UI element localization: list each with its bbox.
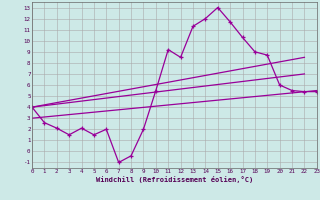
X-axis label: Windchill (Refroidissement éolien,°C): Windchill (Refroidissement éolien,°C) bbox=[96, 176, 253, 183]
